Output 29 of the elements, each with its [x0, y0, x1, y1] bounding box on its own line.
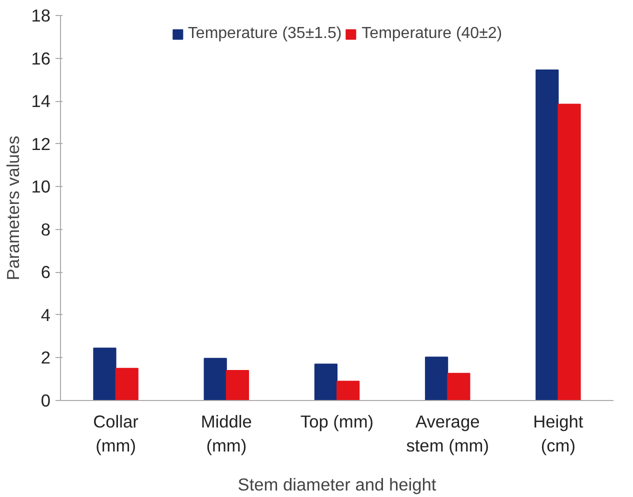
x-tick-label: Top (mm)	[300, 412, 374, 432]
y-tick-label: 6	[40, 262, 51, 282]
y-tick-label: 12	[31, 134, 51, 154]
bar	[447, 372, 470, 400]
bar	[314, 364, 338, 400]
bar	[558, 104, 581, 400]
y-tick-label: 2	[40, 348, 51, 368]
bar	[204, 358, 227, 400]
y-tick-label: 16	[31, 48, 51, 68]
legend-label: Temperature (40±2)	[362, 25, 502, 43]
bar	[536, 70, 559, 400]
x-tick-label: Height (cm)	[533, 412, 584, 456]
bar	[93, 348, 116, 400]
bar	[424, 356, 448, 400]
y-tick-label: 4	[40, 304, 51, 325]
y-tick-label: 10	[31, 176, 51, 197]
y-tick-label: 0	[40, 390, 51, 410]
bar	[226, 370, 250, 400]
x-axis-title: Stem diameter and height	[238, 474, 436, 494]
y-tick-label: 18	[31, 6, 51, 26]
bar	[336, 380, 360, 400]
y-axis-title: Parameters values	[3, 135, 24, 280]
x-tick-label: Middle (mm)	[200, 412, 252, 456]
x-tick-label: Collar (mm)	[93, 412, 139, 456]
x-tick-label: Average stem (mm)	[406, 412, 489, 456]
legend-label: Temperature (35±1.5)	[188, 25, 342, 43]
y-tick-label: 8	[40, 219, 51, 240]
y-tick-label: 14	[31, 91, 51, 112]
bar	[115, 368, 138, 400]
